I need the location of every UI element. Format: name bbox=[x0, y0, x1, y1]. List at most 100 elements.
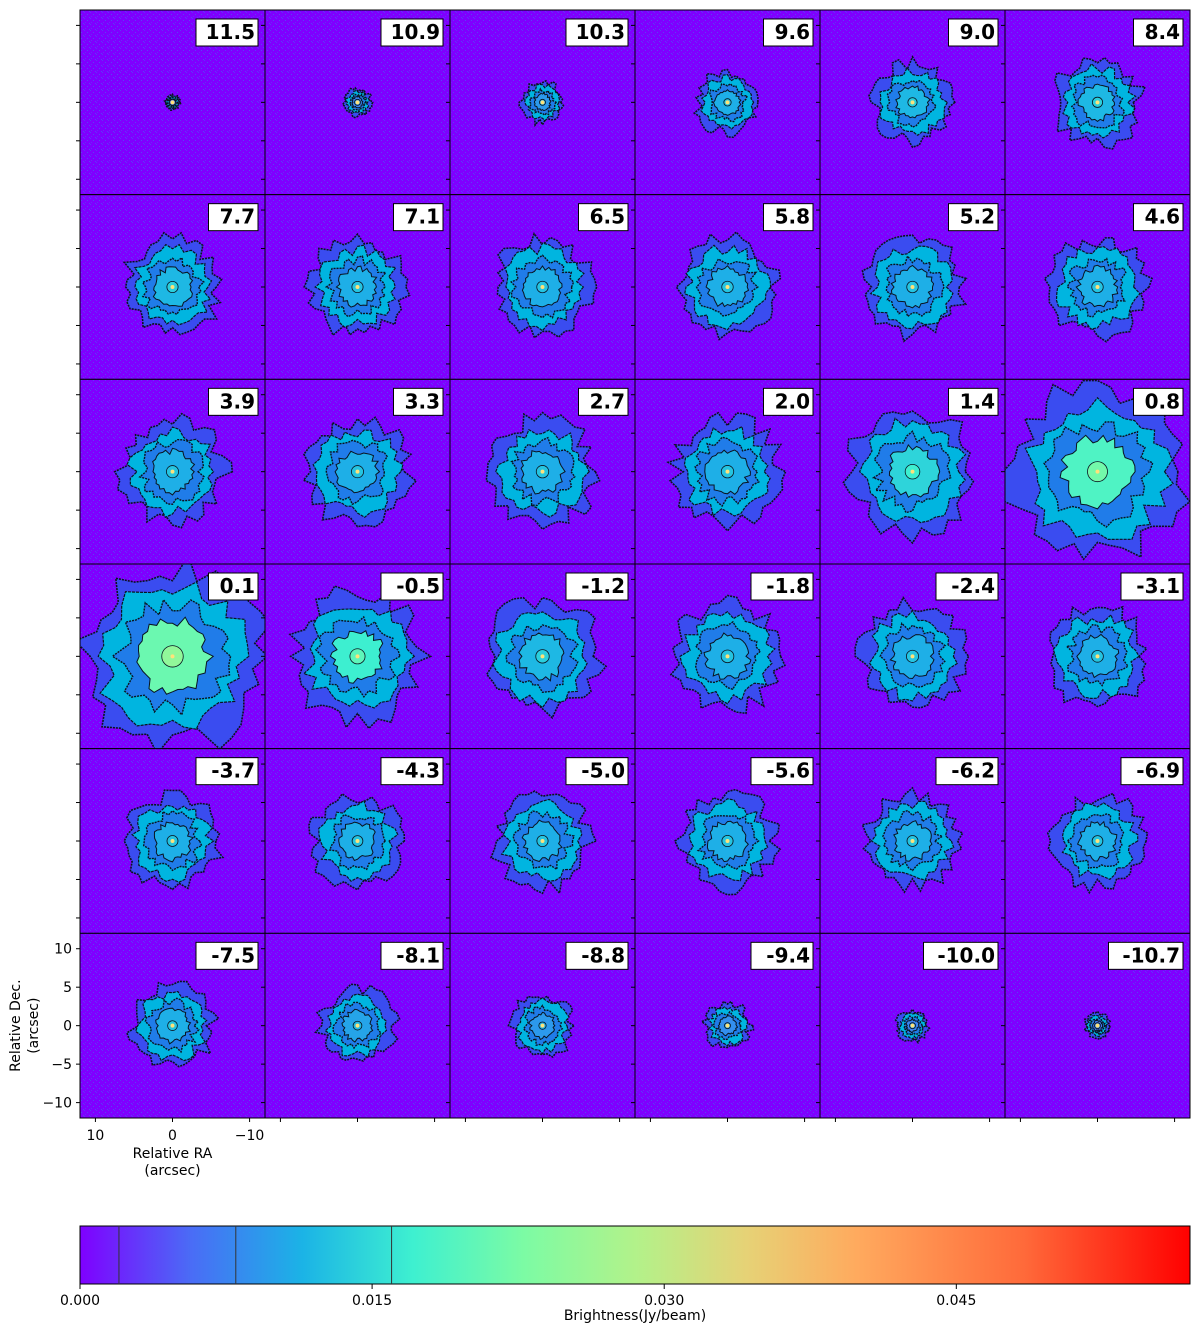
channel-label-box bbox=[948, 387, 999, 416]
channel-velocity-label: -8.8 bbox=[581, 943, 625, 967]
channel-panel: 1.4 bbox=[816, 378, 1006, 568]
channel-panel: -8.8 bbox=[446, 932, 636, 1122]
emission-peak bbox=[910, 100, 915, 105]
channel-label-box bbox=[393, 203, 444, 232]
channel-velocity-label: 9.0 bbox=[960, 20, 995, 44]
channel-velocity-label: -8.1 bbox=[396, 943, 440, 967]
channel-panel: 0.1 bbox=[76, 563, 266, 753]
channel-velocity-label: -4.3 bbox=[396, 759, 440, 783]
y-axis-label: (arcsec) bbox=[26, 998, 42, 1054]
y-tick-label: 5 bbox=[63, 980, 72, 996]
emission-peak bbox=[1095, 839, 1100, 843]
channel-velocity-label: -0.5 bbox=[396, 574, 440, 598]
channel-panel: -0.5 bbox=[261, 563, 451, 753]
channel-label-box bbox=[750, 941, 814, 970]
emission-peak bbox=[170, 285, 175, 289]
channel-velocity-label: 5.8 bbox=[775, 205, 810, 229]
channel-panel: 5.8 bbox=[631, 194, 821, 384]
channel-panel: 3.3 bbox=[261, 378, 451, 568]
channel-label-box bbox=[380, 757, 444, 786]
y-tick-label: 0 bbox=[63, 1019, 72, 1035]
channel-label-box bbox=[935, 757, 999, 786]
channel-label-box bbox=[763, 18, 814, 47]
x-tick-label: −10 bbox=[235, 1128, 265, 1144]
emission-peak bbox=[355, 1023, 360, 1028]
x-axis-label: Relative RA bbox=[133, 1146, 213, 1162]
channel-panel: 4.6 bbox=[1001, 194, 1191, 384]
channel-label-box bbox=[565, 18, 629, 47]
emission-peak bbox=[725, 654, 730, 659]
colorbar-tick-label: 0.030 bbox=[644, 1293, 684, 1309]
channel-velocity-label: -2.4 bbox=[951, 574, 995, 598]
channel-velocity-label: -10.0 bbox=[937, 943, 995, 967]
emission-peak bbox=[1095, 469, 1100, 474]
panel-image bbox=[80, 564, 265, 749]
channel-velocity-label: 2.7 bbox=[590, 389, 625, 413]
channel-label-box bbox=[578, 387, 629, 416]
channel-panel: -9.4 bbox=[631, 932, 821, 1122]
channel-label-box bbox=[1120, 757, 1184, 786]
channel-panel: 9.6 bbox=[631, 9, 821, 199]
channel-panel: -6.9 bbox=[1001, 748, 1191, 938]
channel-panel: 3.9 bbox=[76, 378, 266, 568]
emission-peak bbox=[725, 100, 730, 105]
emission-peak bbox=[1095, 1023, 1100, 1028]
channel-label-box bbox=[763, 387, 814, 416]
panel-image bbox=[635, 933, 820, 1118]
channel-panel: -6.2 bbox=[816, 748, 1006, 938]
channel-velocity-label: -3.1 bbox=[1136, 574, 1180, 598]
channel-velocity-label: 11.5 bbox=[206, 20, 255, 44]
panel-image bbox=[450, 10, 635, 195]
channel-panel: -1.2 bbox=[446, 563, 636, 753]
channel-velocity-label: 3.9 bbox=[220, 389, 255, 413]
channel-panel: -5.6 bbox=[631, 748, 821, 938]
x-axis-label: (arcsec) bbox=[144, 1163, 200, 1179]
emission-peak bbox=[910, 469, 915, 474]
y-tick-label: 10 bbox=[54, 942, 72, 958]
channel-velocity-label: -1.8 bbox=[766, 574, 810, 598]
panel-image bbox=[80, 933, 265, 1118]
channel-panel: -7.5 bbox=[76, 932, 266, 1122]
channel-label-box bbox=[380, 941, 444, 970]
channel-velocity-label: -5.6 bbox=[766, 759, 810, 783]
colorbar-gradient bbox=[79, 1225, 1191, 1285]
channel-panel: -1.8 bbox=[631, 563, 821, 753]
panel-image bbox=[820, 564, 1005, 749]
emission-peak bbox=[1095, 285, 1100, 289]
emission-peak bbox=[540, 839, 545, 843]
channel-velocity-label: 10.3 bbox=[576, 20, 625, 44]
channel-panel: -4.3 bbox=[261, 748, 451, 938]
channel-panel: -3.7 bbox=[76, 748, 266, 938]
emission-peak bbox=[910, 1023, 915, 1028]
channel-label-box bbox=[1133, 387, 1184, 416]
channel-label-box bbox=[763, 203, 814, 232]
emission-peak bbox=[910, 285, 915, 289]
channel-panel: 10.9 bbox=[261, 9, 451, 199]
channel-velocity-label: -6.2 bbox=[951, 759, 995, 783]
channel-velocity-label: 7.7 bbox=[220, 205, 255, 229]
channel-velocity-label: -7.5 bbox=[211, 943, 255, 967]
emission-peak bbox=[540, 469, 545, 474]
channel-panel: 11.5 bbox=[76, 9, 266, 199]
emission-peak bbox=[540, 654, 545, 659]
emission-peak bbox=[540, 285, 545, 289]
channel-velocity-label: -3.7 bbox=[211, 759, 255, 783]
channel-velocity-label: -1.2 bbox=[581, 574, 625, 598]
channel-panel: 10.3 bbox=[446, 9, 636, 199]
channel-label-box bbox=[1133, 203, 1184, 232]
panel-grid: 11.5 10.9 10.3 9.6 9.0 8.4 7.7 7.1 6.5 5.8 5.2 4.6 3… bbox=[76, 9, 1191, 1122]
emission-peak bbox=[355, 839, 360, 843]
channel-panel: 8.4 bbox=[1001, 9, 1191, 199]
panel-image bbox=[265, 379, 450, 564]
emission-peak bbox=[725, 469, 730, 474]
channel-label-box bbox=[565, 941, 629, 970]
channel-panel: -8.1 bbox=[261, 932, 451, 1122]
channel-velocity-label: 5.2 bbox=[960, 205, 995, 229]
channel-velocity-label: 10.9 bbox=[391, 20, 440, 44]
channel-panel: 9.0 bbox=[816, 9, 1006, 199]
emission-peak bbox=[355, 285, 360, 289]
y-tick-label: −5 bbox=[51, 1057, 72, 1073]
channel-label-box bbox=[750, 572, 814, 601]
